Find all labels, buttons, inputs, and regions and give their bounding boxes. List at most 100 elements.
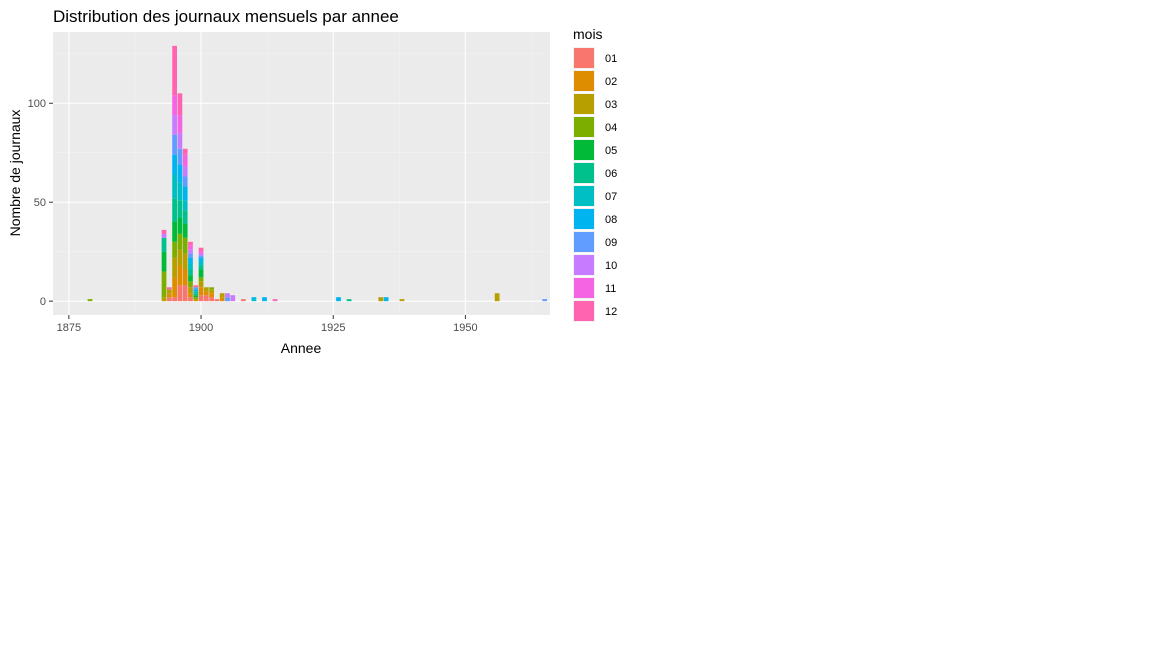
legend-key-09 — [574, 232, 594, 252]
bar-segment-1897-02 — [182, 269, 188, 286]
bar-segment-1893-06 — [161, 237, 167, 252]
bar-segment-1908-01 — [240, 299, 246, 302]
bar-segment-1902-01 — [209, 297, 214, 302]
bar-segment-1896-04 — [177, 233, 183, 250]
x-axis-title: Annee — [281, 340, 322, 356]
bar-segment-1899-08 — [193, 289, 199, 292]
bar-segment-1901-03 — [203, 287, 209, 292]
bar-segment-1896-02 — [177, 265, 183, 286]
bar-segment-1902-02 — [209, 293, 214, 298]
bar-segment-1901-02 — [203, 291, 209, 296]
bar-segment-1906-10 — [230, 295, 236, 302]
bars-layer — [87, 45, 548, 302]
bar-segment-1895-11 — [172, 95, 177, 116]
bar-segment-1897-11 — [182, 154, 188, 167]
bar-segment-1895-10 — [172, 115, 177, 135]
y-axis: 0 50 100 — [28, 98, 53, 308]
x-tick-label: 1925 — [321, 322, 345, 334]
minor-gridlines — [53, 32, 550, 315]
y-tick-label: 0 — [40, 296, 46, 308]
x-tick-label: 1900 — [189, 322, 213, 334]
bar-segment-1894-01 — [166, 297, 172, 302]
legend-key-04 — [574, 117, 594, 137]
bar-segment-1898-07 — [188, 263, 193, 270]
legend-key-12 — [574, 301, 594, 321]
bar-segment-1879-04 — [87, 299, 93, 302]
legend-key-07 — [574, 186, 594, 206]
bar-segment-1902-03 — [209, 289, 214, 294]
bar-segment-1910-07 — [251, 299, 257, 302]
bar-segment-1896-11 — [177, 115, 183, 133]
bar-segment-1898-02 — [188, 293, 193, 298]
bar-segment-1904-02 — [219, 297, 225, 302]
legend-label-11: 11 — [605, 283, 616, 295]
y-tick-label: 100 — [28, 98, 46, 110]
bar-segment-1900-02 — [198, 287, 204, 296]
bar-segment-1935-08 — [383, 297, 389, 302]
bar-segment-1897-04 — [182, 237, 188, 254]
bar-segment-1934-03 — [378, 297, 384, 302]
bar-segment-1898-11 — [188, 245, 193, 250]
bar-segment-1896-03 — [177, 249, 183, 266]
bar-segment-1893-12 — [161, 229, 167, 234]
bar-segment-1898-10 — [188, 249, 193, 254]
legend-key-11 — [574, 278, 594, 298]
chart-title: Distribution des journaux mensuels par a… — [53, 7, 399, 26]
legend-key-10 — [574, 255, 594, 275]
bar-segment-1895-01 — [172, 297, 177, 302]
bar-segment-1898-12 — [188, 241, 193, 246]
bar-segment-1897-08 — [182, 186, 188, 201]
bar-segment-1926-08 — [336, 297, 341, 302]
legend-label-08: 08 — [605, 214, 617, 226]
bar-segment-1893-03 — [161, 297, 167, 302]
legend-label-02: 02 — [605, 76, 617, 88]
plot-panel — [53, 32, 550, 315]
bar-segment-1905-09 — [225, 297, 230, 302]
bar-segment-1899-09 — [193, 287, 199, 290]
bar-segment-1893-05 — [161, 251, 167, 272]
bar-segment-1900-06 — [198, 265, 204, 270]
legend-label-04: 04 — [605, 122, 617, 134]
bar-segment-1900-08 — [198, 257, 204, 262]
bar-segment-1900-01 — [198, 295, 204, 302]
bar-segment-1897-03 — [182, 253, 188, 270]
bar-segment-1898-04 — [188, 281, 193, 288]
legend-label-03: 03 — [605, 99, 617, 111]
bar-segment-1896-05 — [177, 218, 183, 234]
bar-segment-1914-12 — [272, 299, 278, 302]
bar-segment-1895-09 — [172, 134, 177, 155]
bar-segment-1900-07 — [198, 261, 204, 266]
bar-segment-1897-05 — [182, 223, 188, 238]
bar-segment-1903-01 — [214, 299, 220, 302]
bar-segment-1900-03 — [198, 281, 204, 288]
legend-key-05 — [574, 140, 594, 160]
bar-segment-1897-01 — [182, 285, 188, 302]
bar-segment-1899-12 — [193, 285, 199, 288]
bar-segment-1896-12 — [177, 93, 183, 116]
bar-segment-1898-01 — [188, 297, 193, 302]
legend: mois 01 02 03 04 05 06 07 08 09 10 11 12 — [573, 26, 617, 322]
x-tick-label: 1950 — [453, 322, 477, 334]
bar-segment-1893-04 — [161, 271, 167, 298]
bar-segment-1900-09 — [198, 255, 204, 258]
bar-segment-1910-08 — [251, 297, 257, 300]
bar-segment-1897-10 — [182, 166, 188, 177]
bar-segment-1898-09 — [188, 253, 193, 258]
bar-segment-1899-06 — [193, 293, 199, 296]
bar-segment-1895-05 — [172, 221, 177, 242]
bar-segment-1905-10 — [225, 293, 230, 298]
bar-segment-1896-07 — [177, 182, 183, 201]
bar-segment-1897-07 — [182, 200, 188, 211]
bar-segment-1894-03 — [166, 289, 172, 294]
bar-segment-1896-08 — [177, 164, 183, 183]
legend-key-02 — [574, 71, 594, 91]
bar-segment-1898-08 — [188, 257, 193, 264]
bar-segment-1895-07 — [172, 174, 177, 199]
bar-segment-1896-06 — [177, 200, 183, 219]
bar-segment-1899-07 — [193, 291, 199, 294]
bar-segment-1894-02 — [166, 293, 172, 298]
legend-key-01 — [574, 48, 594, 68]
bar-segment-1895-12 — [172, 45, 177, 96]
legend-key-06 — [574, 163, 594, 183]
